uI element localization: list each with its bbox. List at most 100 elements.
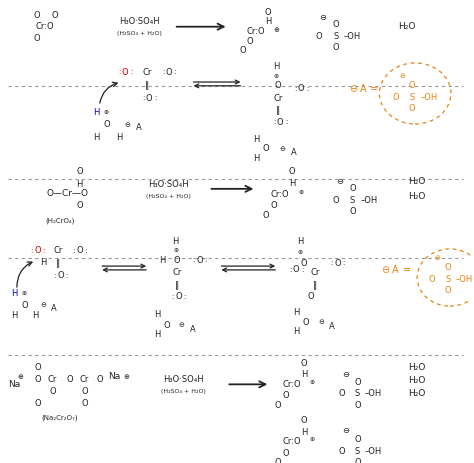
Text: ⊖: ⊖ xyxy=(318,319,324,325)
Text: O: O xyxy=(271,201,277,211)
Text: O: O xyxy=(196,256,203,265)
Text: :: : xyxy=(154,95,156,101)
Text: O: O xyxy=(354,458,361,463)
Text: Na: Na xyxy=(8,380,20,389)
Text: S: S xyxy=(355,389,360,398)
Text: H₂O: H₂O xyxy=(409,192,426,201)
Text: ⊕: ⊕ xyxy=(309,437,315,442)
Text: O: O xyxy=(81,399,88,408)
Text: O: O xyxy=(332,196,339,205)
Text: O: O xyxy=(265,8,272,17)
Text: H₂O: H₂O xyxy=(409,376,426,385)
Text: (H₂SO₄ + H₂O): (H₂SO₄ + H₂O) xyxy=(117,31,162,36)
Text: :: : xyxy=(31,248,33,254)
Text: –OH: –OH xyxy=(361,196,378,205)
Text: O: O xyxy=(445,263,451,273)
Text: H: H xyxy=(116,133,122,142)
Text: Cr: Cr xyxy=(80,375,89,384)
Text: :: : xyxy=(330,260,333,266)
Text: O: O xyxy=(292,265,299,275)
Text: :: : xyxy=(54,273,56,279)
Text: ‖: ‖ xyxy=(276,106,280,115)
Text: O: O xyxy=(239,46,246,55)
Text: H₂O: H₂O xyxy=(409,177,426,186)
Text: Cr: Cr xyxy=(273,94,283,103)
Text: S: S xyxy=(355,447,360,456)
Text: ⊕: ⊕ xyxy=(173,248,178,253)
Text: Cr:O: Cr:O xyxy=(36,22,54,31)
Text: H: H xyxy=(154,310,160,319)
Text: Cr: Cr xyxy=(310,268,319,277)
Text: –OH: –OH xyxy=(420,93,438,102)
Text: O: O xyxy=(349,184,356,194)
Text: Cr: Cr xyxy=(172,268,182,277)
Text: A: A xyxy=(190,325,196,333)
Text: H: H xyxy=(40,258,47,267)
Text: O: O xyxy=(301,259,307,268)
Text: ⊖: ⊖ xyxy=(349,84,358,94)
Text: O: O xyxy=(175,292,182,301)
Text: O: O xyxy=(49,388,56,396)
Text: ⊖: ⊖ xyxy=(399,73,405,79)
Text: H: H xyxy=(293,327,299,337)
Text: :: : xyxy=(192,257,195,263)
Text: O: O xyxy=(392,93,399,102)
Text: O: O xyxy=(332,20,339,29)
Text: O: O xyxy=(349,207,356,216)
Text: O: O xyxy=(173,256,180,265)
Text: A: A xyxy=(360,84,367,94)
Text: ‖: ‖ xyxy=(56,259,61,268)
Text: O: O xyxy=(429,275,436,284)
Text: Cr:O: Cr:O xyxy=(271,190,290,199)
Text: H₃O·SO₄H: H₃O·SO₄H xyxy=(164,375,204,384)
Text: O: O xyxy=(409,81,416,90)
Text: O: O xyxy=(96,375,103,384)
Text: S: S xyxy=(333,32,338,41)
Text: A: A xyxy=(291,148,297,157)
Text: ⊕: ⊕ xyxy=(104,110,109,115)
Text: O: O xyxy=(34,11,40,20)
Text: H: H xyxy=(93,133,100,142)
Text: H: H xyxy=(11,311,17,320)
Text: Cr: Cr xyxy=(142,68,152,77)
Text: :: : xyxy=(294,86,296,92)
Text: ⊕: ⊕ xyxy=(123,374,129,380)
Text: O: O xyxy=(104,120,110,130)
Text: :: : xyxy=(273,119,275,125)
Text: (H₂SO₄ + H₂O): (H₂SO₄ + H₂O) xyxy=(161,389,206,394)
Text: :: : xyxy=(73,248,75,254)
Text: O: O xyxy=(354,378,361,387)
Text: Na: Na xyxy=(108,372,120,381)
Text: H: H xyxy=(289,179,295,188)
Text: O: O xyxy=(301,416,307,425)
Text: :: : xyxy=(118,69,120,75)
Text: O: O xyxy=(247,37,254,45)
Text: –OH: –OH xyxy=(344,32,361,41)
Text: O: O xyxy=(445,287,451,295)
Text: ⊖: ⊖ xyxy=(41,302,46,308)
Text: O: O xyxy=(51,11,58,20)
Text: O: O xyxy=(76,246,83,255)
Text: O: O xyxy=(35,399,41,408)
Text: (H₂CrO₄): (H₂CrO₄) xyxy=(45,217,74,224)
Text: ⊖: ⊖ xyxy=(342,425,349,435)
Text: –OH: –OH xyxy=(365,389,382,398)
Text: ⊕: ⊕ xyxy=(298,190,303,195)
Text: O: O xyxy=(165,68,172,77)
Text: H: H xyxy=(76,180,82,188)
Text: ⊕: ⊕ xyxy=(309,380,315,385)
Text: :: : xyxy=(43,248,45,254)
Text: O: O xyxy=(164,321,170,330)
Text: O: O xyxy=(354,435,361,444)
Text: O: O xyxy=(301,359,307,368)
Text: O: O xyxy=(76,201,83,211)
Text: H: H xyxy=(173,237,179,246)
Text: ‖: ‖ xyxy=(145,81,149,90)
Text: :: : xyxy=(84,248,87,254)
Text: :: : xyxy=(172,294,174,300)
Text: H: H xyxy=(93,108,100,117)
Text: ‖: ‖ xyxy=(313,281,317,290)
Text: H: H xyxy=(253,135,259,144)
Text: H₂O: H₂O xyxy=(409,363,426,372)
Text: H₂O: H₂O xyxy=(399,22,416,31)
